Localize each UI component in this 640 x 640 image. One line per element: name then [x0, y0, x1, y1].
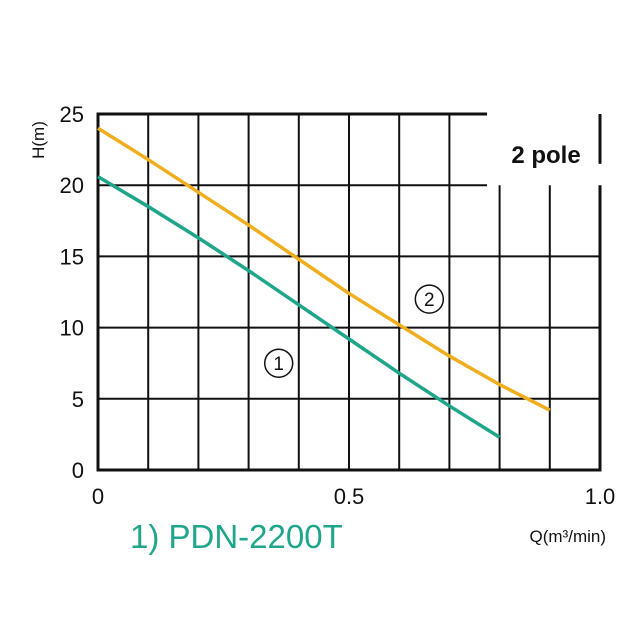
x-tick-label: 0.5: [334, 484, 365, 509]
x-axis-label: Q(m³/min): [530, 527, 606, 546]
y-tick-label: 0: [72, 458, 84, 483]
y-tick-label: 15: [60, 244, 84, 269]
x-tick-label: 1.0: [585, 484, 616, 509]
y-axis-label: H(m): [29, 121, 48, 159]
series-marker-circle: [414, 284, 445, 314]
model-legend: 1) PDN-2200T: [130, 518, 343, 555]
labels: 0 5 10 15 20 25 0 0.5 1.0 H(m) Q(m³/min) 2 pole 1 2 1)…: [29, 102, 615, 555]
y-tick-label: 25: [60, 102, 84, 127]
x-tick-label: 0: [92, 484, 104, 509]
series-marker-label: 1: [273, 354, 284, 375]
y-tick-label: 5: [72, 387, 84, 412]
series-marker-circle: [263, 348, 294, 378]
y-tick-label: 10: [60, 316, 84, 341]
pole-annotation: 2 pole: [511, 142, 580, 169]
axes: [96, 112, 602, 472]
series-lines: [97, 126, 551, 439]
y-tick-label: 20: [60, 173, 84, 198]
series-line-1: [97, 175, 501, 439]
series-marker-label: 2: [424, 290, 435, 311]
series-line-2: [97, 126, 551, 412]
plot-frame: [96, 112, 602, 472]
